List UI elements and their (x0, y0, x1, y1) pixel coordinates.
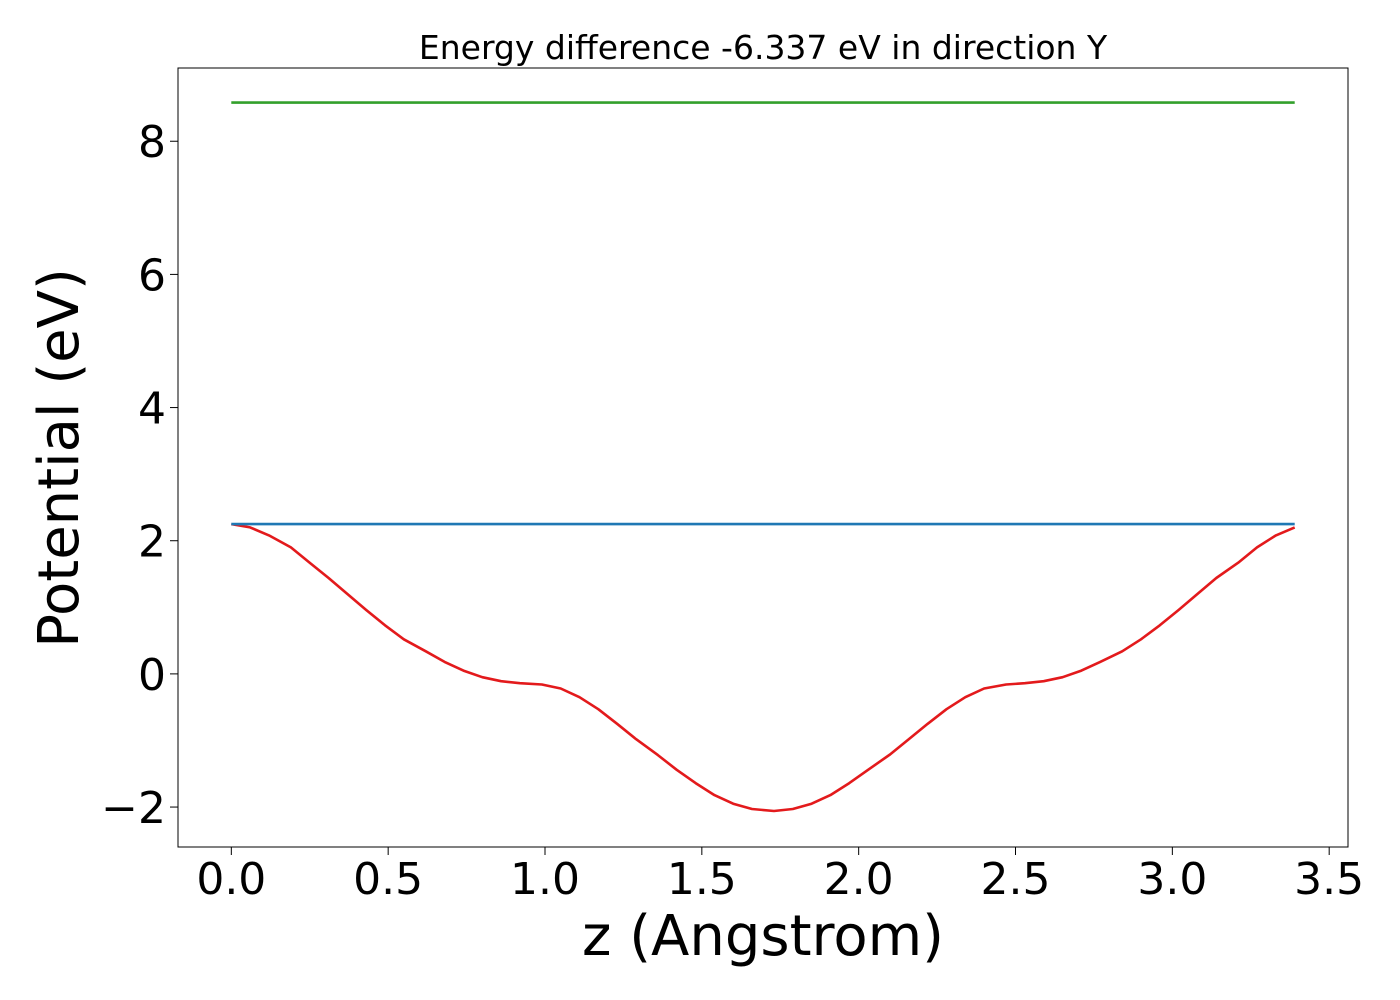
y-tick-label: 0 (138, 650, 166, 701)
y-tick-label: 4 (138, 384, 166, 435)
x-tick-label: 3.0 (1137, 854, 1207, 905)
y-tick-label: 2 (138, 517, 166, 568)
y-tick-label: −2 (101, 783, 166, 834)
x-tick-label: 1.0 (510, 854, 580, 905)
x-tick-label: 3.5 (1294, 854, 1364, 905)
plot-frame (177, 67, 1349, 848)
x-axis-ticks: 0.0 0.5 1.0 1.5 2.0 2.5 3.0 3.5 (196, 847, 1364, 905)
x-tick-label: 2.0 (824, 854, 894, 905)
x-tick-label: 0.0 (196, 854, 266, 905)
chart-title: Energy difference -6.337 eV in direction… (419, 28, 1108, 67)
x-tick-label: 2.5 (981, 854, 1051, 905)
y-tick-label: 8 (138, 117, 166, 168)
series-layer (231, 101, 1296, 813)
series-line-1 (231, 522, 1296, 813)
x-axis-label: z (Angstrom) (582, 904, 944, 969)
y-axis-label: Potential (eV) (27, 268, 92, 648)
x-tick-label: 1.5 (667, 854, 737, 905)
y-axis-ticks: −2 0 2 4 6 8 (101, 117, 178, 834)
x-tick-label: 0.5 (353, 854, 423, 905)
y-tick-label: 6 (138, 250, 166, 301)
